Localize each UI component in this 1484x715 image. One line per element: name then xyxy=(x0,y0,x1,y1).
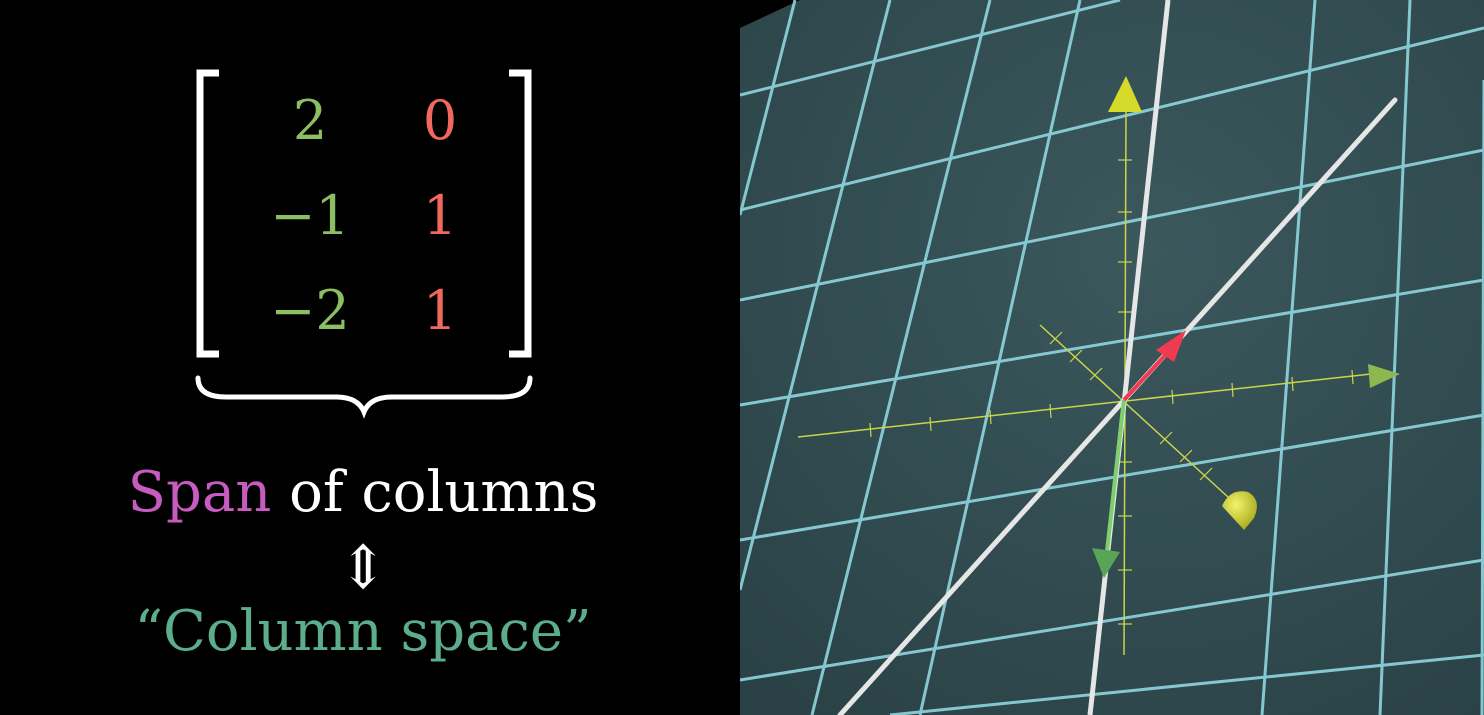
equivalence-arrow-icon: ⇕ xyxy=(337,533,389,603)
matrix-entry-r2c2: 1 xyxy=(423,184,457,247)
z-axis-ticks xyxy=(1049,331,1213,481)
plane-grid xyxy=(740,0,1484,715)
red-column-vector xyxy=(1122,350,1170,402)
x-axis-head xyxy=(1368,364,1400,388)
left-bracket xyxy=(196,69,219,358)
x-axis xyxy=(797,372,1381,438)
matrix-entry-r1c1: 2 xyxy=(293,89,327,152)
span-line-vertical xyxy=(1087,0,1171,715)
span-word: Span xyxy=(127,460,272,525)
y-axis-ticks xyxy=(1118,159,1132,625)
y-axis-head xyxy=(1108,76,1142,112)
background-corner xyxy=(740,0,800,28)
green-vector-head xyxy=(1092,548,1120,578)
x-axis-ticks xyxy=(869,369,1354,438)
matrix-entry-r3c2: 1 xyxy=(423,279,457,342)
z-axis xyxy=(1039,324,1241,509)
red-vector-head xyxy=(1156,330,1186,362)
matrix-entry-r1c2: 0 xyxy=(423,89,457,152)
span-line xyxy=(837,97,1398,715)
span-of-columns-caption: Span of columns xyxy=(0,458,726,528)
underbrace xyxy=(195,375,533,419)
right-bracket xyxy=(509,69,532,358)
3d-scene-panel xyxy=(740,0,1484,715)
3d-scene xyxy=(740,0,1484,715)
matrix-panel: 2 −1 −2 0 1 1 Span of columns ⇕ “Column … xyxy=(0,0,740,715)
matrix-entry-r2c1: −1 xyxy=(270,184,350,247)
z-axis-head xyxy=(1222,491,1257,530)
green-column-vector xyxy=(1104,399,1126,561)
column-space-caption: “Column space” xyxy=(134,599,592,664)
matrix-figure: 2 −1 −2 0 1 1 xyxy=(195,69,533,419)
of-columns-text: of columns xyxy=(271,460,599,525)
matrix-entry-r3c1: −2 xyxy=(270,279,350,342)
